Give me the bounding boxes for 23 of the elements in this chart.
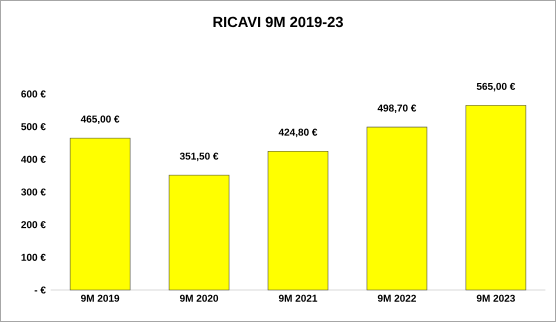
- bar: [366, 126, 428, 290]
- chart-title: RICAVI 9M 2019-23: [213, 16, 343, 28]
- y-tick-label: 200 €: [21, 221, 46, 228]
- data-label: 498,70 €: [378, 104, 416, 114]
- x-tick-label: 9M 2019: [81, 294, 120, 302]
- y-tick-label: 600 €: [21, 90, 46, 98]
- y-tick-label: 300 €: [21, 188, 46, 196]
- data-label: 565,00 €: [476, 82, 516, 92]
- data-label: 424,80 €: [278, 128, 318, 138]
- bar: [268, 150, 328, 290]
- data-label: 351,50 €: [180, 152, 218, 162]
- y-tick-label: 400 €: [21, 156, 46, 163]
- x-tick-label: 9M 2022: [378, 294, 416, 302]
- data-label: 465,00 €: [80, 116, 120, 124]
- y-tick-label: 500 €: [21, 123, 46, 130]
- x-tick-label: 9M 2020: [180, 294, 218, 302]
- x-tick-label: 9M 2023: [476, 294, 515, 302]
- y-tick-label: - €: [34, 286, 46, 294]
- bar: [168, 174, 230, 290]
- y-tick-label: 100 €: [22, 254, 46, 261]
- bar: [466, 105, 526, 290]
- x-tick-label: 9M 2021: [278, 294, 318, 302]
- bar: [70, 138, 130, 290]
